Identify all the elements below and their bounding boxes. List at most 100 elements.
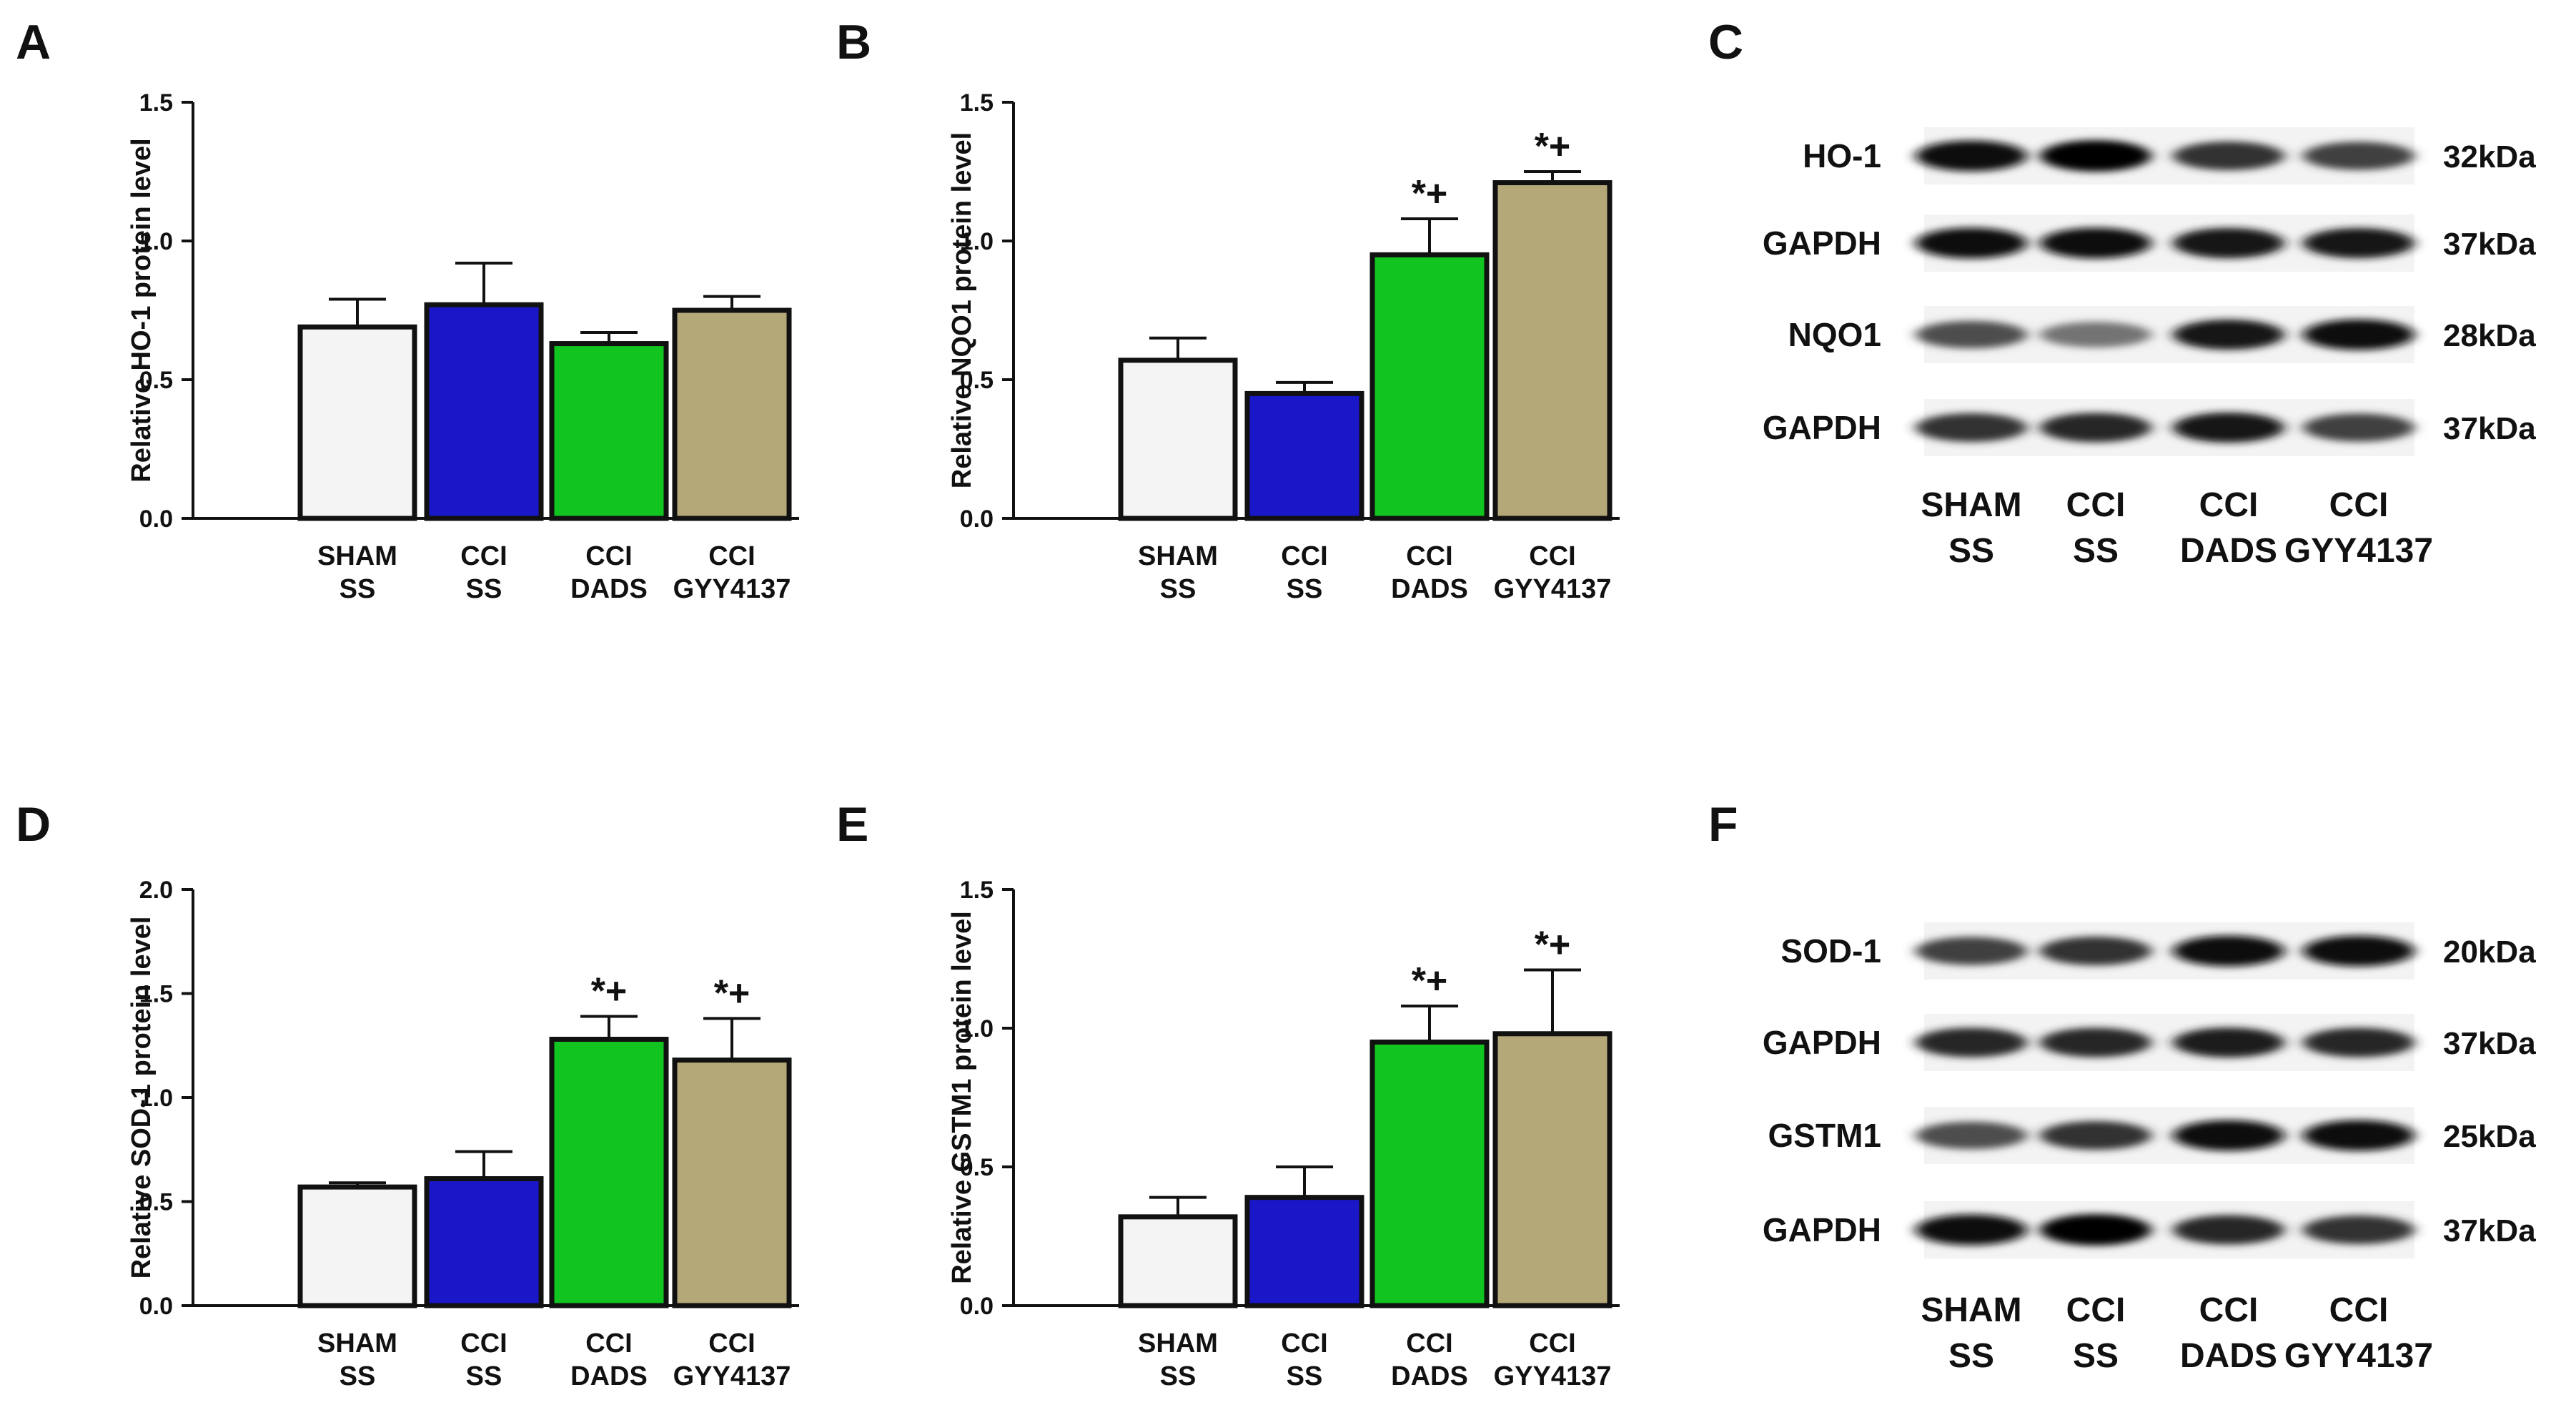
lane-label: CCI bbox=[2329, 1291, 2389, 1329]
category-label: SHAM bbox=[317, 541, 397, 571]
lane-label: GYY4137 bbox=[2284, 1337, 2433, 1375]
band-label: GAPDH bbox=[1763, 225, 1881, 262]
category-label: CCI bbox=[585, 1328, 632, 1359]
bar bbox=[1244, 390, 1364, 521]
y-axis-label: Relative SOD-1 protein level bbox=[127, 917, 157, 1279]
blot-band bbox=[1916, 413, 2027, 443]
band-size-label: 37kDa bbox=[2443, 1213, 2536, 1248]
y-tick-label: 0.0 bbox=[960, 506, 994, 533]
band-label: SOD-1 bbox=[1780, 932, 1881, 970]
lane-label: DADS bbox=[2180, 532, 2277, 570]
blot-band bbox=[2303, 1120, 2414, 1151]
panel-label: E bbox=[836, 797, 868, 852]
blot-band bbox=[2040, 413, 2151, 443]
bar bbox=[297, 324, 417, 521]
blot-band bbox=[2040, 322, 2151, 347]
blot-band bbox=[2040, 140, 2151, 172]
blot-panel-C: C HO-1 32kDa GAPDH 37kDa NQO1 28kDa GAPDH 37kDa S… bbox=[1708, 15, 2536, 570]
y-axis-label: Relative GSTM1 protein level bbox=[947, 911, 977, 1284]
bar bbox=[1369, 1039, 1490, 1308]
y-tick-label: 1.5 bbox=[139, 89, 173, 117]
blot-band bbox=[2303, 1027, 2414, 1058]
blot-band bbox=[2173, 1215, 2284, 1245]
category-label: DADS bbox=[570, 1361, 648, 1391]
blot-band bbox=[2040, 1214, 2151, 1246]
bar bbox=[549, 341, 669, 521]
chart-panel-D: 0.0 0.5 1.0 1.5 2.0 Relative SOD-1 protein le… bbox=[16, 797, 799, 1391]
lane-label: GYY4137 bbox=[2284, 532, 2433, 570]
band-size-label: 37kDa bbox=[2443, 227, 2536, 262]
bar bbox=[1492, 1031, 1613, 1308]
category-label: SS bbox=[1287, 574, 1323, 604]
blot-band bbox=[2303, 142, 2414, 170]
blot-band bbox=[2303, 319, 2414, 350]
band-label: GAPDH bbox=[1763, 1024, 1881, 1061]
category-label: GYY4137 bbox=[673, 574, 791, 604]
lane-label: CCI bbox=[2199, 1291, 2259, 1329]
chart-panel-B: 0.0 0.5 1.0 1.5 Relative NQO1 protein level S… bbox=[836, 15, 1620, 604]
y-tick-label: 0.0 bbox=[960, 1293, 994, 1320]
bar bbox=[297, 1184, 417, 1308]
category-label: CCI bbox=[460, 541, 507, 571]
band-size-label: 25kDa bbox=[2443, 1119, 2536, 1154]
category-label: CCI bbox=[1406, 1328, 1452, 1359]
panel-label: D bbox=[16, 797, 51, 852]
blot-band bbox=[2303, 227, 2414, 259]
bar bbox=[1118, 1214, 1238, 1308]
y-tick-label: 0.0 bbox=[139, 506, 173, 533]
category-label: SS bbox=[466, 1361, 502, 1391]
band-label: GSTM1 bbox=[1768, 1117, 1881, 1154]
blot-band bbox=[2303, 935, 2414, 967]
blot-band bbox=[2173, 935, 2284, 967]
band-size-label: 28kDa bbox=[2443, 318, 2536, 353]
y-tick-label: 1.0 bbox=[139, 228, 173, 255]
blot-band bbox=[2173, 1027, 2284, 1058]
band-size-label: 20kDa bbox=[2443, 935, 2536, 970]
y-tick-label: 0.5 bbox=[139, 367, 173, 394]
y-tick-label: 1.0 bbox=[139, 1085, 173, 1112]
bar bbox=[1492, 180, 1613, 521]
blot-band bbox=[1916, 140, 2027, 172]
category-label: CCI bbox=[585, 541, 632, 571]
bar bbox=[1244, 1195, 1364, 1308]
lane-label: SHAM bbox=[1921, 1291, 2021, 1329]
y-axis-label: Relative NQO1 protein level bbox=[947, 132, 977, 488]
bar bbox=[424, 302, 544, 521]
category-label: GYY4137 bbox=[673, 1361, 791, 1391]
blot-band bbox=[1916, 227, 2027, 259]
chart-body: 0.0 0.5 1.0 1.5 Relative NQO1 protein level S… bbox=[947, 89, 1620, 604]
lane-label: SHAM bbox=[1921, 486, 2021, 524]
band-label: GAPDH bbox=[1763, 409, 1881, 446]
category-label: SS bbox=[1160, 1361, 1197, 1391]
lane-label: SS bbox=[2073, 532, 2119, 570]
category-label: SS bbox=[1287, 1361, 1323, 1391]
y-tick-label: 1.5 bbox=[960, 877, 994, 904]
band-label: GAPDH bbox=[1763, 1211, 1881, 1248]
category-label: CCI bbox=[460, 1328, 507, 1359]
lane-label: CCI bbox=[2066, 486, 2126, 524]
bar bbox=[672, 307, 792, 521]
significance-marker: *+ bbox=[1535, 126, 1571, 167]
y-tick-label: 0.5 bbox=[960, 1154, 994, 1181]
band-label: NQO1 bbox=[1788, 316, 1881, 353]
category-label: DADS bbox=[1391, 574, 1468, 604]
y-tick-label: 1.5 bbox=[139, 981, 173, 1008]
category-label: SS bbox=[466, 574, 502, 604]
y-tick-label: 1.0 bbox=[960, 1015, 994, 1042]
chart-panel-E: 0.0 0.5 1.0 1.5 Relative GSTM1 protein level… bbox=[836, 797, 1620, 1391]
category-label: CCI bbox=[1529, 541, 1575, 571]
chart-body: 0.0 0.5 1.0 1.5 Relative HO-1 protein level S… bbox=[127, 89, 799, 604]
category-label: GYY4137 bbox=[1494, 574, 1612, 604]
category-label: SHAM bbox=[317, 1328, 397, 1359]
band-size-label: 37kDa bbox=[2443, 1026, 2536, 1061]
blot-band bbox=[2040, 1027, 2151, 1058]
significance-marker: *+ bbox=[1535, 925, 1571, 966]
blot-band bbox=[2040, 227, 2151, 259]
chart-body: 0.0 0.5 1.0 1.5 Relative GSTM1 protein level… bbox=[947, 877, 1620, 1391]
lane-label: CCI bbox=[2199, 486, 2259, 524]
category-label: SHAM bbox=[1138, 1328, 1218, 1359]
bar bbox=[1118, 358, 1238, 521]
category-label: DADS bbox=[570, 574, 648, 604]
significance-marker: *+ bbox=[1412, 173, 1448, 215]
